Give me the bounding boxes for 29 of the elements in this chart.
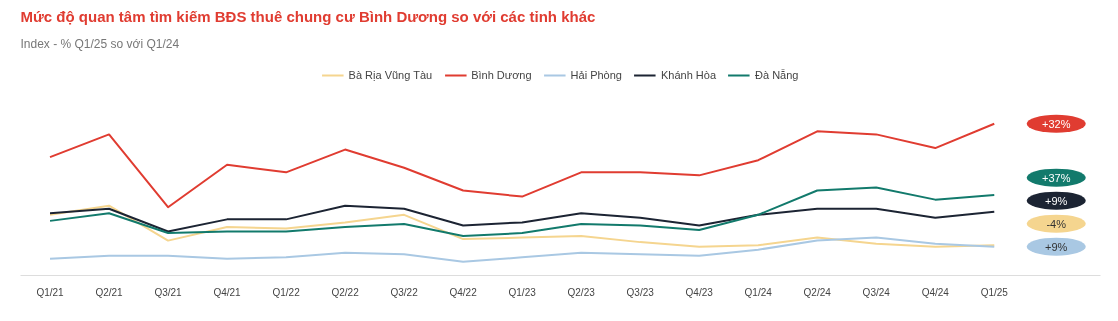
- x-tick-label: Q4/24: [921, 286, 950, 298]
- text: -4%: [1046, 217, 1067, 230]
- x-tick-label: Q3/22: [390, 286, 419, 298]
- legend-label: Bà Rịa Vũng Tàu: [348, 69, 433, 81]
- legend-label: Bình Dương: [471, 69, 532, 81]
- text: +9%: [1045, 240, 1068, 253]
- x-tick-label: Q1/21: [36, 286, 65, 298]
- x-tick-label: Q2/22: [331, 286, 360, 298]
- x-tick-label: Q4/22: [449, 286, 478, 298]
- x-tick-label: Q2/21: [95, 286, 124, 298]
- text: +32%: [1042, 117, 1071, 130]
- x-tick-label: Q3/21: [154, 286, 183, 298]
- x-tick-label: Q2/24: [803, 286, 832, 298]
- text: +9%: [1045, 194, 1068, 207]
- x-tick-label: Q1/25: [980, 286, 1009, 298]
- legend-label: Khánh Hòa: [660, 69, 717, 81]
- legend-label: Đà Nẵng: [755, 69, 799, 81]
- x-tick-label: Q1/22: [272, 286, 301, 298]
- x-tick-label: Q3/24: [862, 286, 891, 298]
- text: +37%: [1042, 171, 1071, 184]
- x-tick-label: Q4/23: [685, 286, 714, 298]
- x-tick-label: Q1/23: [508, 286, 537, 298]
- x-tick-label: Q3/23: [626, 286, 655, 298]
- x-tick-label: Q1/24: [744, 286, 773, 298]
- legend-label: Hải Phòng: [570, 69, 622, 81]
- x-tick-label: Q4/21: [213, 286, 242, 298]
- chart-subtitle: Index - % Q1/25 so với Q1/24: [20, 36, 180, 51]
- x-tick-label: Q2/23: [567, 286, 596, 298]
- chart-title: Mức độ quan tâm tìm kiếm BĐS thuê chung cư Bình Dương so với các tỉnh khác: [20, 7, 596, 25]
